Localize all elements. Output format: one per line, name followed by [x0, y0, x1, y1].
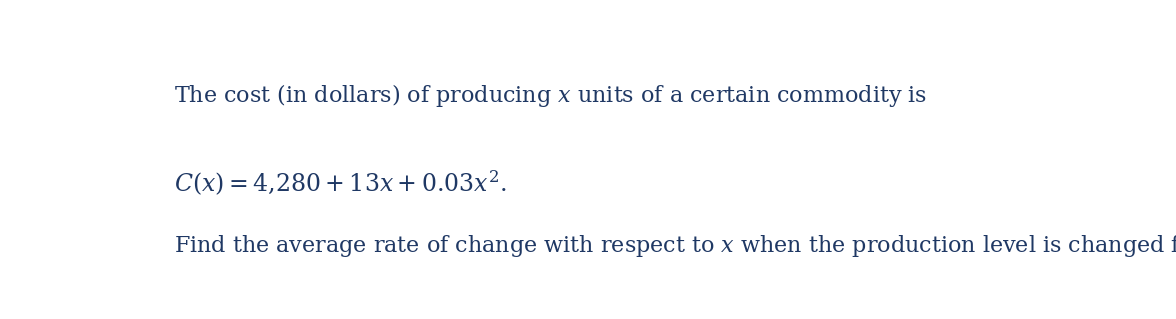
- Text: Find the average rate of change with respect to $x$ when the production level is: Find the average rate of change with res…: [174, 233, 1176, 259]
- Text: $C(x) = 4{,}280 + 13x + 0.03x^2.$: $C(x) = 4{,}280 + 13x + 0.03x^2.$: [174, 168, 507, 198]
- Text: The cost (in dollars) of producing $x$ units of a certain commodity is: The cost (in dollars) of producing $x$ u…: [174, 83, 928, 109]
